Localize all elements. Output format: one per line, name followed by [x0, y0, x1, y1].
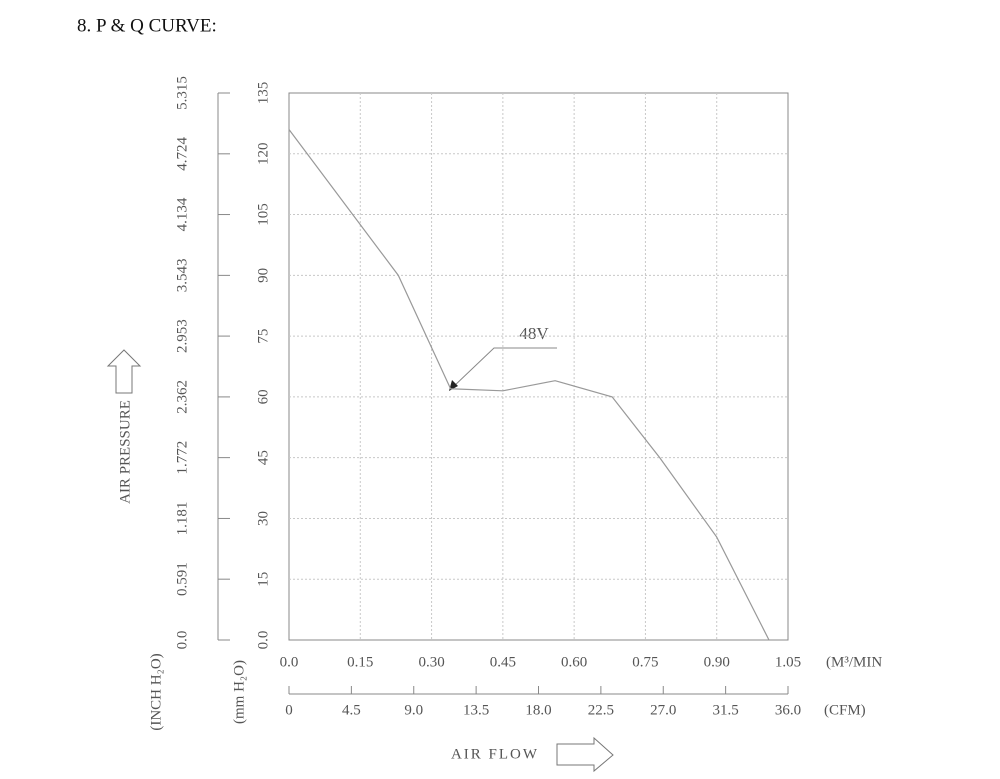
y2-tick-label: 2.362: [174, 380, 190, 414]
y2-tick-label: 0.0: [174, 631, 190, 650]
x-tick-label: 0.15: [347, 654, 373, 670]
x2-tick-label: 0: [285, 702, 293, 718]
x2-tick-label: 31.5: [713, 702, 739, 718]
y-tick-label: 90: [255, 268, 271, 283]
y-tick-label: 105: [255, 203, 271, 226]
x2-tick-label: 13.5: [463, 702, 489, 718]
x-unit: (M³/MIN: [826, 654, 882, 670]
y2-tick-label: 3.543: [174, 258, 190, 292]
x-tick-label: 0.0: [280, 654, 299, 670]
x2-tick-label: 9.0: [404, 702, 423, 718]
y2-tick-label: 5.315: [174, 76, 190, 110]
y2-tick-label: 4.134: [174, 197, 190, 231]
x-tick-label: 1.05: [775, 654, 801, 670]
y2-tick-label: 1.181: [174, 502, 190, 536]
y2-tick-label: 0.591: [174, 562, 190, 596]
right-arrow: [556, 736, 614, 773]
x2-tick-label: 27.0: [650, 702, 676, 718]
y-tick-label: 120: [255, 143, 271, 166]
y-tick-label: 135: [255, 82, 271, 105]
y2-tick-label: 4.724: [174, 136, 190, 170]
x2-tick-label: 18.0: [525, 702, 551, 718]
x-tick-label: 0.30: [418, 654, 444, 670]
y-tick-label: 15: [255, 572, 271, 587]
y-tick-label: 60: [255, 389, 271, 404]
y-axis-label: AIR PRESSURE: [117, 400, 133, 504]
chart-title: 8. P & Q CURVE:: [77, 15, 217, 36]
y2-tick-label: 1.772: [174, 441, 190, 475]
y2-tick-label: 2.953: [174, 319, 190, 353]
y-tick-label: 45: [255, 450, 271, 465]
up-arrow: [106, 349, 142, 394]
y-tick-label: 30: [255, 511, 271, 526]
x-tick-label: 0.75: [632, 654, 658, 670]
x2-unit: (CFM): [824, 702, 866, 718]
y-tick-label: 0.0: [255, 631, 271, 650]
x-tick-label: 0.45: [490, 654, 516, 670]
x-tick-label: 0.90: [704, 654, 730, 670]
x-axis-label: AIR FLOW: [451, 746, 539, 762]
y2-unit: (INCH H₂O): [148, 653, 164, 730]
y-tick-label: 75: [255, 329, 271, 344]
y-unit: (mm H₂O): [231, 660, 247, 724]
x2-tick-label: 36.0: [775, 702, 801, 718]
annotation-leader: [451, 347, 557, 389]
curve: [288, 129, 770, 641]
series-annotation: 48V: [519, 324, 549, 343]
x2-tick-label: 4.5: [342, 702, 361, 718]
x-tick-label: 0.60: [561, 654, 587, 670]
plot-frame: [288, 92, 789, 641]
x2-tick-label: 22.5: [588, 702, 614, 718]
